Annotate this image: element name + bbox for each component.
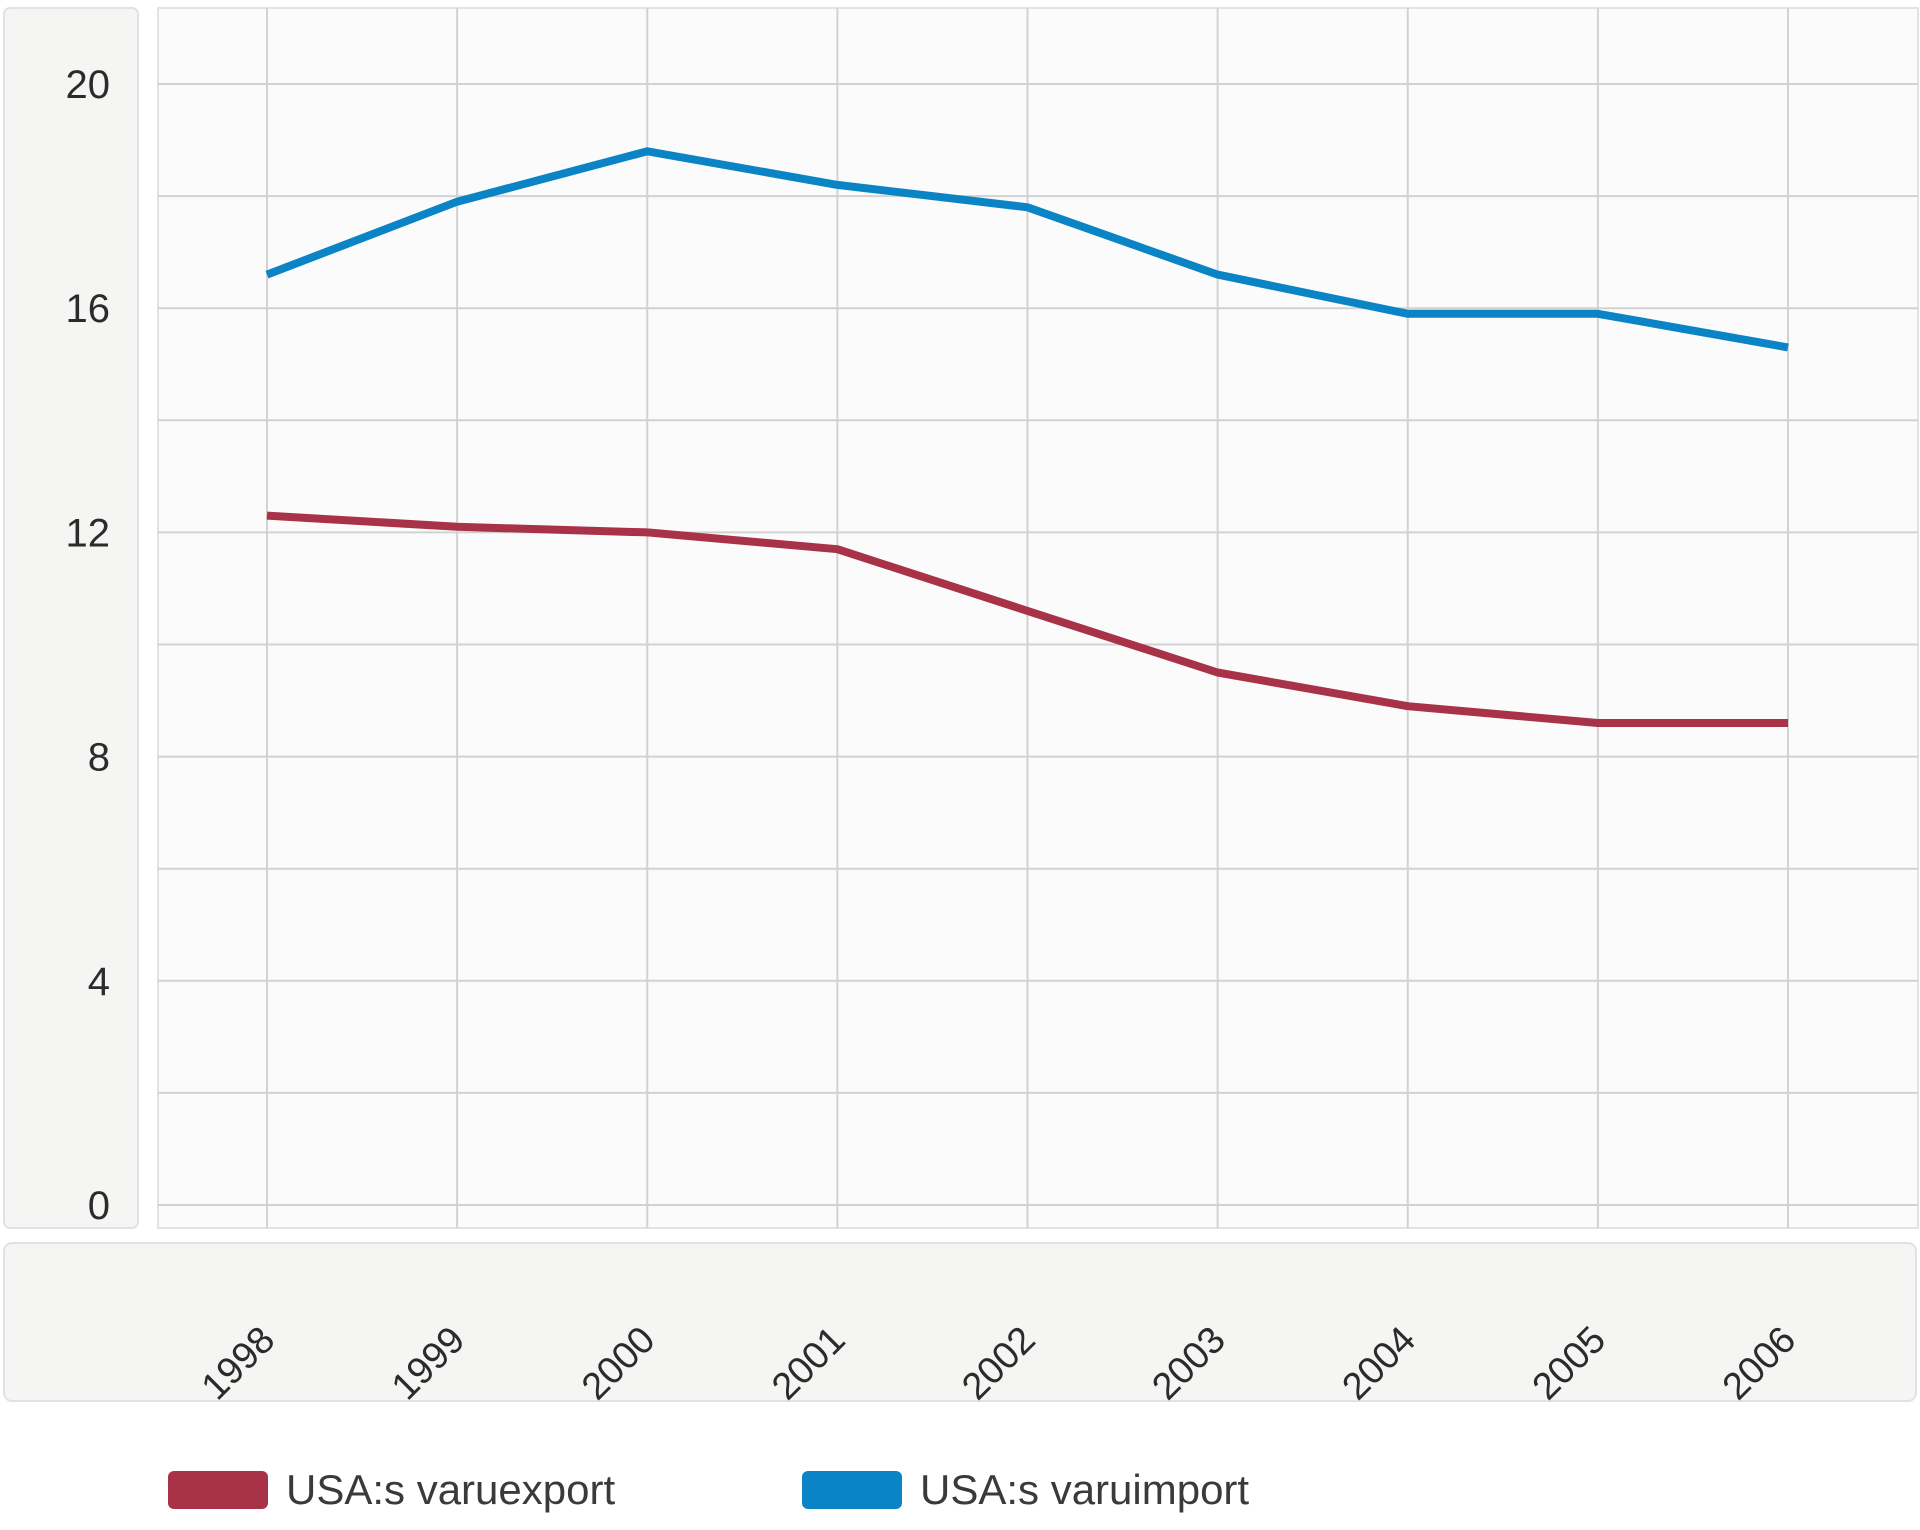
legend: USA:s varuexport USA:s varuimport	[0, 1465, 1920, 1515]
legend-swatch-export	[168, 1471, 268, 1509]
y-tick-label: 20	[66, 63, 111, 107]
y-tick-label: 8	[88, 736, 110, 780]
y-tick-label: 12	[66, 511, 111, 555]
legend-label-import: USA:s varuimport	[920, 1466, 1249, 1514]
legend-item-import: USA:s varuimport	[802, 1465, 1249, 1515]
y-tick-label: 4	[88, 960, 110, 1004]
legend-swatch-import	[802, 1471, 902, 1509]
legend-item-export: USA:s varuexport	[168, 1465, 615, 1515]
y-tick-label: 0	[88, 1184, 110, 1228]
y-axis-panel	[4, 8, 138, 1228]
y-tick-label: 16	[66, 287, 111, 331]
legend-label-export: USA:s varuexport	[286, 1466, 615, 1514]
